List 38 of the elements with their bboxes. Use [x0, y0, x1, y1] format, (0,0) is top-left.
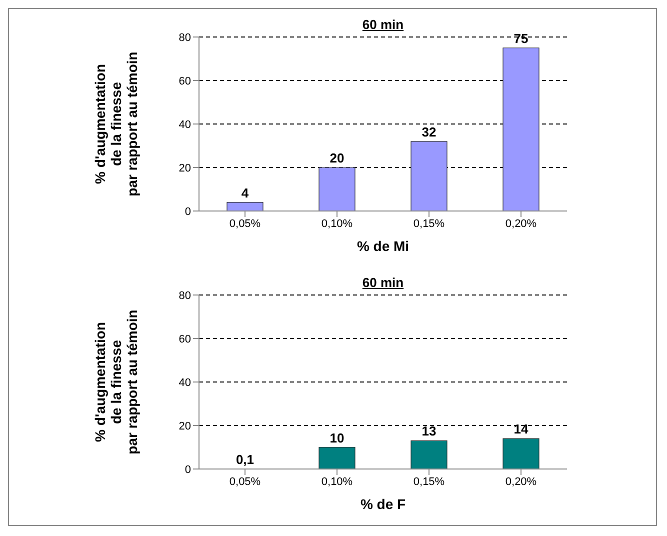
- data-label: 20: [330, 150, 344, 166]
- bar: [410, 141, 448, 211]
- x-axis-title: % de F: [360, 496, 406, 512]
- x-axis-title: % de Mi: [356, 238, 410, 254]
- bar: [502, 48, 540, 211]
- x-tick-label: 0,10%: [321, 476, 353, 488]
- bar: [502, 438, 540, 469]
- data-label: 75: [514, 30, 528, 46]
- x-tick-label: 0,05%: [229, 476, 261, 488]
- data-label: 32: [422, 124, 436, 140]
- x-tick-label: 0,05%: [229, 218, 261, 230]
- y-tick-label: 0: [184, 464, 191, 476]
- y-tick-label: 40: [178, 118, 191, 131]
- x-tick-label: 0,15%: [413, 476, 445, 488]
- y-tick-label: 80: [178, 290, 191, 302]
- data-label: 10: [330, 430, 344, 446]
- y-tick-label: 20: [178, 420, 191, 432]
- y-tick-label: 20: [178, 162, 191, 174]
- data-label: 13: [422, 424, 436, 439]
- x-tick-label: 0,10%: [321, 218, 353, 230]
- x-tick-label: 0,20%: [505, 218, 537, 230]
- y-tick-label: 60: [178, 75, 191, 88]
- data-label: 4: [241, 185, 250, 200]
- y-tick-label: 0: [184, 206, 191, 218]
- chart-title: 60 min: [361, 275, 405, 290]
- data-label: 0,1: [236, 452, 254, 467]
- y-axis-title: % d'augmentation de la finesse par rapport au témoin: [92, 52, 140, 196]
- chart-title: 60 min: [361, 17, 405, 32]
- y-tick-label: 40: [178, 376, 191, 389]
- x-tick-label: 0,20%: [505, 476, 537, 488]
- x-tick-label: 0,15%: [413, 218, 445, 230]
- y-tick-label: 60: [178, 333, 191, 346]
- y-tick-label: 80: [178, 32, 191, 44]
- bar: [410, 440, 448, 469]
- bar: [318, 446, 356, 469]
- bar: [318, 167, 356, 211]
- y-axis-title: % d'augmentation de la finesse par rapport au témoin: [92, 310, 140, 454]
- bar: [226, 202, 264, 211]
